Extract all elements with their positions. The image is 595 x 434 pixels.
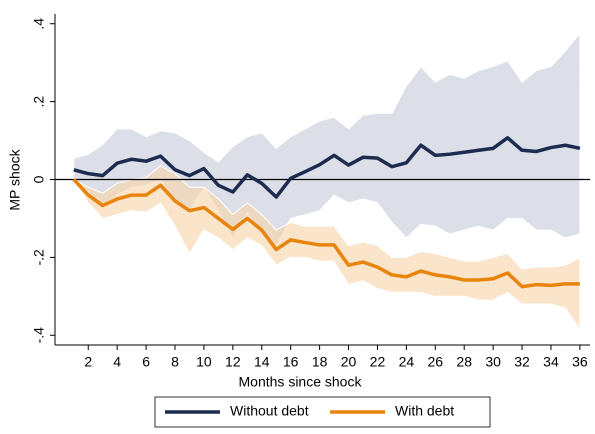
x-tick-label: 2 [84, 354, 92, 370]
x-axis-label: Months since shock [239, 374, 363, 390]
x-tick-label: 20 [341, 354, 357, 370]
x-tick-label: 6 [142, 354, 150, 370]
x-tick-label: 36 [572, 354, 588, 370]
x-tick-label: 22 [370, 354, 386, 370]
x-tick-label: 34 [543, 354, 559, 370]
series-line [73, 136, 581, 199]
x-tick-label: 10 [196, 354, 212, 370]
x-tick-label: 32 [514, 354, 530, 370]
series-line [72, 178, 580, 289]
y-tick-label: 0 [31, 175, 47, 183]
y-tick-label: .2 [31, 96, 47, 108]
y-tick-label: .4 [31, 18, 47, 30]
x-tick-label: 24 [399, 354, 415, 370]
x-tick-label: 16 [283, 354, 299, 370]
legend-label: With debt [395, 403, 454, 419]
x-tick-label: 8 [171, 354, 179, 370]
x-tick-label: 28 [456, 354, 472, 370]
x-tick-label: 30 [485, 354, 501, 370]
x-tick-label: 4 [113, 354, 121, 370]
y-tick-label: -.2 [31, 249, 47, 266]
x-tick-label: 12 [225, 354, 241, 370]
x-tick-label: 26 [427, 354, 443, 370]
legend-label: Without debt [230, 403, 309, 419]
x-tick-label: 18 [312, 354, 328, 370]
y-axis-label: MP shock [7, 148, 23, 210]
x-tick-label: 14 [254, 354, 270, 370]
y-tick-label: -.4 [31, 327, 47, 344]
